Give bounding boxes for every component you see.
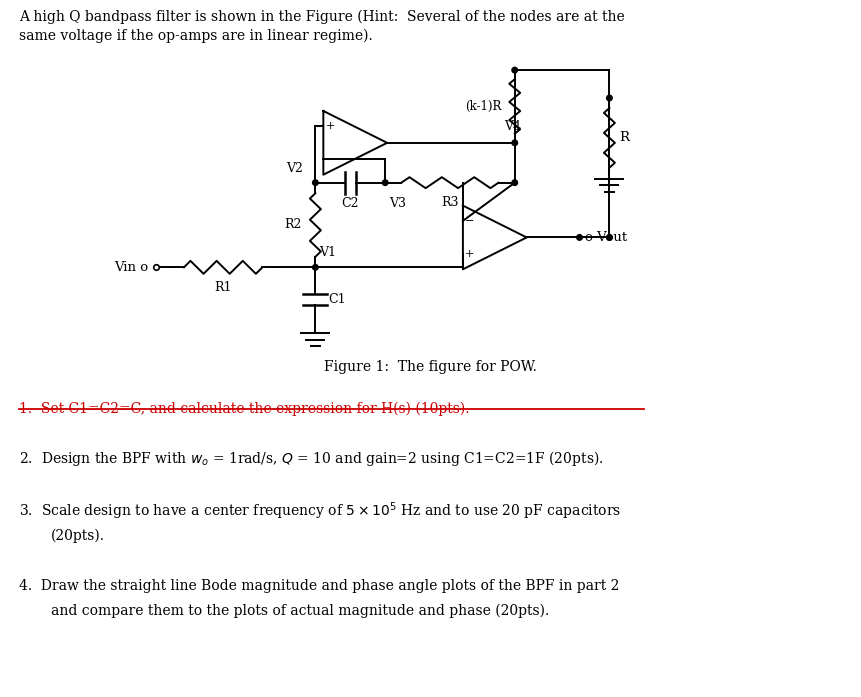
Text: and compare them to the plots of actual magnitude and phase (20pts).: and compare them to the plots of actual … [51,604,549,618]
Text: R1: R1 [214,282,232,294]
Text: R: R [619,131,629,144]
Text: 3.  Scale design to have a center frequency of $5 \times 10^5$ Hz and to use 20 : 3. Scale design to have a center frequen… [19,500,622,522]
Text: R2: R2 [284,218,301,231]
Text: o Vout: o Vout [585,231,627,244]
Text: +: + [465,249,474,259]
Text: −: − [325,155,335,164]
Circle shape [607,235,612,240]
Circle shape [512,180,517,185]
Text: 1.  Set C1=C2=C, and calculate the expression for H(s) (10pts).: 1. Set C1=C2=C, and calculate the expres… [19,401,470,416]
Text: 2.  Design the BPF with $w_o$ = 1rad/s, $Q$ = 10 and gain=2 using C1=C2=1F (20pt: 2. Design the BPF with $w_o$ = 1rad/s, $… [19,449,604,468]
Text: A high Q bandpass filter is shown in the Figure (Hint:  Several of the nodes are: A high Q bandpass filter is shown in the… [19,9,625,24]
Circle shape [512,68,517,73]
Text: Vin o: Vin o [114,261,148,274]
Circle shape [313,265,319,270]
Text: Figure 1:  The figure for POW.: Figure 1: The figure for POW. [324,360,536,374]
Text: 4.  Draw the straight line Bode magnitude and phase angle plots of the BPF in pa: 4. Draw the straight line Bode magnitude… [19,579,620,593]
Circle shape [577,235,582,240]
Text: V3: V3 [389,197,406,210]
Circle shape [313,180,319,185]
Circle shape [382,180,388,185]
Circle shape [607,95,612,101]
Text: +: + [325,121,335,131]
Text: C2: C2 [342,197,359,210]
Text: V1: V1 [319,246,337,259]
Text: V2: V2 [287,162,303,175]
Text: C1: C1 [328,293,346,306]
Text: same voltage if the op-amps are in linear regime).: same voltage if the op-amps are in linea… [19,29,373,43]
Text: (20pts).: (20pts). [51,529,105,544]
Text: V4: V4 [505,120,521,133]
Text: (k-1)R: (k-1)R [466,100,502,113]
Circle shape [512,140,517,146]
Text: R3: R3 [441,196,459,208]
Text: −: − [465,216,474,226]
